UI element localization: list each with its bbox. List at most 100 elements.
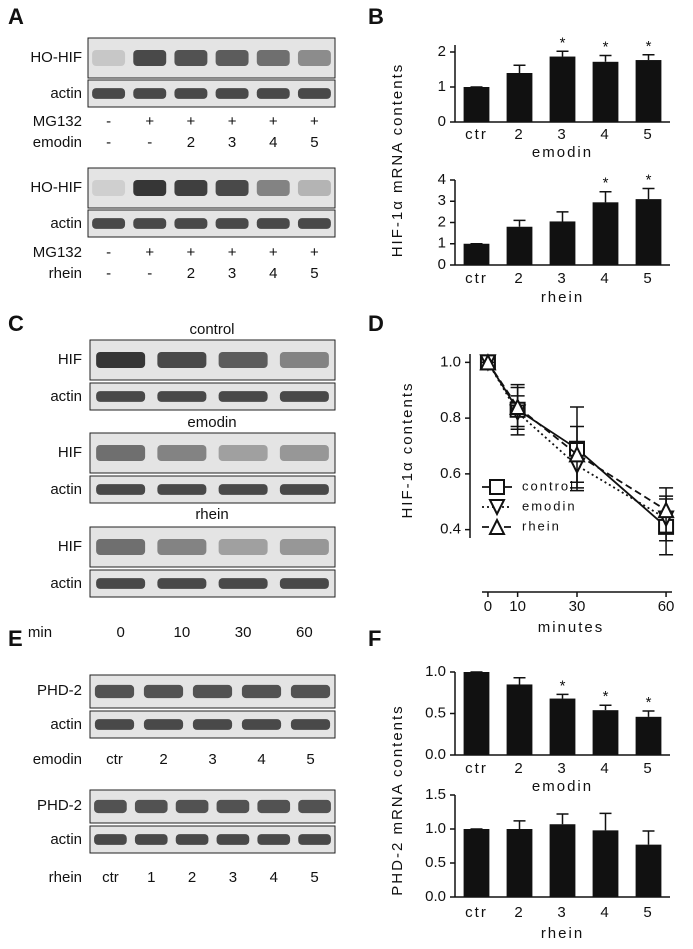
band-label: actin: [50, 85, 82, 102]
x-tick-label: 2: [514, 760, 524, 777]
error-bar: [513, 64, 526, 73]
band: [256, 88, 290, 99]
band: [216, 834, 250, 845]
blot: [89, 789, 336, 824]
lane-label: 3: [229, 869, 237, 886]
bar: [635, 844, 662, 897]
lane-label: 30: [235, 624, 252, 641]
band: [96, 445, 146, 461]
x-tick-label: 60: [658, 598, 675, 615]
significance: *: [560, 34, 566, 51]
lane-label: +: [145, 244, 154, 261]
y-tick-label: 0.8: [440, 409, 461, 426]
group-title: rhein: [195, 506, 228, 523]
lane-label: -: [147, 265, 152, 282]
band: [175, 834, 209, 845]
band: [218, 391, 268, 402]
lane-label: 2: [159, 751, 167, 768]
band: [174, 50, 208, 66]
band-label: HO-HIF: [30, 179, 82, 196]
lane-label: 10: [174, 624, 191, 641]
x-tick-label: 4: [600, 904, 610, 921]
band-label: actin: [50, 388, 82, 405]
band-label: HIF: [58, 538, 82, 555]
y-tick-label: 1.0: [425, 663, 446, 680]
band: [192, 684, 233, 699]
band: [215, 180, 249, 196]
x-tick-label: 5: [643, 904, 653, 921]
band: [175, 799, 209, 814]
lane-label: -: [106, 113, 111, 130]
band: [279, 484, 329, 495]
legend-label: control: [522, 478, 575, 493]
lane-label: -: [106, 134, 111, 151]
lane-label: +: [310, 113, 319, 130]
band: [218, 578, 268, 589]
lane-label: 60: [296, 624, 313, 641]
lane-label: +: [310, 244, 319, 261]
error-bar: [599, 812, 612, 831]
condition-label: emodin: [33, 751, 82, 768]
band: [279, 445, 329, 461]
y-tick-label: 0: [438, 256, 446, 273]
x-tick-label: ctr: [465, 270, 488, 287]
x-tick-label: 3: [557, 760, 567, 777]
x-tick-label: 3: [557, 270, 567, 287]
band: [279, 578, 329, 589]
bar: [463, 87, 490, 122]
x-axis-label: rhein: [541, 289, 584, 306]
band: [290, 719, 331, 730]
x-tick-label: 4: [600, 126, 610, 143]
band: [94, 834, 127, 845]
y-tick-label: 0.0: [425, 888, 446, 905]
error-bar: [642, 54, 655, 61]
legend-label: rhein: [522, 518, 561, 533]
y-tick-label: 0.6: [440, 465, 461, 482]
band-label: HO-HIF: [30, 49, 82, 66]
lane-label: 2: [187, 265, 195, 282]
lane-label: +: [269, 244, 278, 261]
condition-label: rhein: [49, 869, 82, 886]
band: [96, 352, 146, 368]
band: [241, 684, 282, 699]
lane-label: +: [228, 244, 237, 261]
point: [657, 500, 675, 519]
blot: [87, 79, 336, 108]
lane-label: 3: [208, 751, 216, 768]
x-tick-label: ctr: [465, 760, 488, 777]
band: [174, 88, 208, 99]
x-tick-label: 2: [514, 270, 524, 287]
x-tick-label: 30: [569, 598, 586, 615]
x-axis-label: emodin: [532, 144, 593, 161]
lane-label: 2: [187, 134, 195, 151]
y-tick-label: 4: [438, 171, 446, 188]
bar: [635, 199, 662, 265]
lane-label: 4: [269, 134, 277, 151]
band: [143, 719, 184, 730]
bar: [463, 672, 490, 755]
band: [279, 391, 329, 402]
panel-label: F: [368, 626, 381, 651]
band: [133, 218, 167, 229]
error-bar: [513, 677, 526, 685]
blot: [89, 825, 336, 854]
band: [174, 218, 208, 229]
error-bar: [556, 693, 569, 699]
band: [257, 834, 291, 845]
band: [257, 799, 291, 814]
bar: [549, 221, 576, 265]
condition-label: rhein: [49, 265, 82, 282]
band-label: HIF: [58, 351, 82, 368]
band: [215, 218, 249, 229]
band: [134, 834, 168, 845]
error-bar: [599, 704, 612, 711]
point: [509, 397, 527, 415]
condition-label: min: [28, 624, 52, 641]
lane-label: 5: [310, 265, 318, 282]
error-bar: [642, 187, 655, 200]
significance: *: [603, 38, 609, 55]
band: [157, 484, 207, 495]
x-tick-label: 3: [557, 904, 567, 921]
bar: [549, 698, 576, 755]
lane-label: 3: [228, 134, 236, 151]
